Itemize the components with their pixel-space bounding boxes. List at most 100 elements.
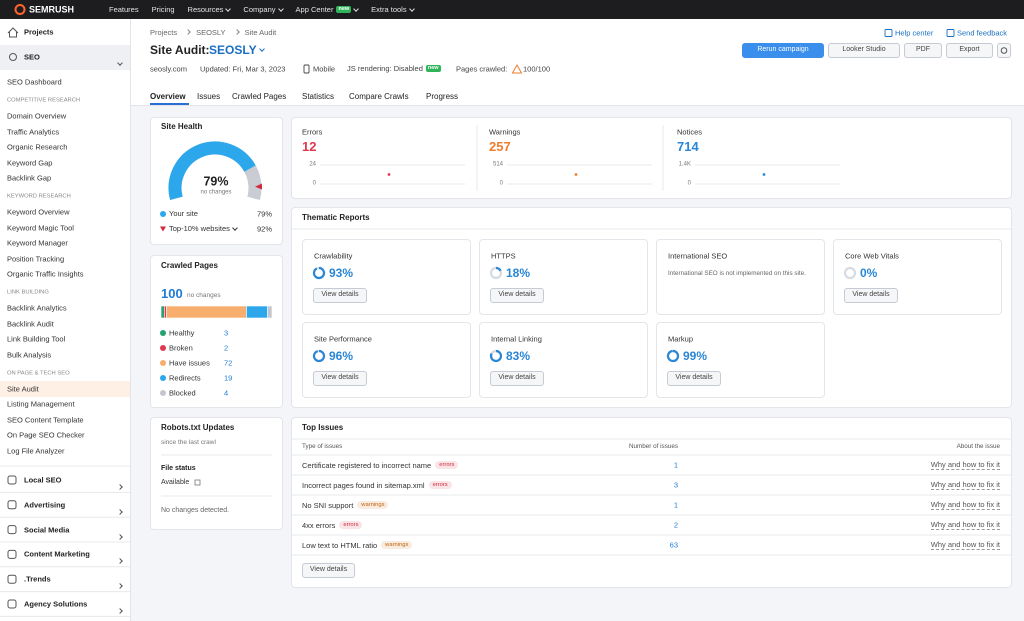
card-title: Top Issues — [302, 423, 344, 433]
view-details-button[interactable]: View details — [667, 371, 721, 386]
nav-item[interactable]: Features — [109, 5, 139, 14]
legend-value[interactable]: 72 — [224, 358, 233, 368]
nav-item[interactable]: Resources — [188, 5, 232, 14]
button-label: View details — [498, 374, 536, 382]
button-label: View details — [852, 291, 890, 299]
fix-link[interactable]: Why and how to fix it — [930, 460, 1000, 470]
report-tile[interactable] — [479, 239, 648, 315]
tab[interactable]: Issues — [197, 92, 221, 102]
report-tile[interactable] — [479, 322, 648, 398]
issue-count[interactable]: 2 — [673, 520, 678, 530]
tab[interactable]: Statistics — [302, 92, 335, 102]
project-name: SEOSLY — [209, 43, 257, 57]
header-link[interactable]: Help center — [895, 28, 934, 38]
card-subtitle: since the last crawl — [161, 439, 216, 447]
card-title: Thematic Reports — [302, 213, 370, 223]
sidebar-section[interactable]: Agency Solutions — [24, 599, 88, 609]
settings-button[interactable] — [997, 43, 1011, 58]
sidebar-item[interactable]: Keyword Manager — [7, 238, 68, 248]
top-nav — [0, 0, 1024, 19]
fix-link[interactable]: Why and how to fix it — [930, 540, 1000, 550]
chevron-wrap — [115, 527, 123, 546]
sidebar-item[interactable]: Position Tracking — [7, 254, 65, 263]
nav-badge: new — [336, 6, 352, 13]
sidebar-item[interactable]: Backlink Analytics — [7, 303, 67, 313]
fix-link[interactable]: Why and how to fix it — [930, 500, 1000, 510]
report-tile[interactable] — [833, 239, 1002, 315]
fix-link[interactable]: Why and how to fix it — [930, 520, 1000, 530]
tab[interactable]: Crawled Pages — [232, 92, 287, 102]
sidebar-item[interactable]: SEO Content Template — [7, 415, 84, 424]
column-header: Type of issues — [302, 443, 343, 451]
report-tile[interactable] — [656, 239, 825, 315]
legend-value[interactable]: 4 — [224, 388, 229, 398]
report-value: 99% — [683, 348, 708, 363]
breadcrumb[interactable]: SEOSLY — [196, 28, 226, 37]
crawled-total: 100 — [161, 286, 183, 302]
view-details-button[interactable]: View details — [490, 371, 544, 386]
sidebar-item[interactable]: Organic Research — [7, 142, 68, 152]
sidebar-section[interactable]: Local SEO — [24, 475, 62, 485]
report-tile[interactable] — [302, 239, 471, 315]
tab[interactable]: Progress — [426, 92, 459, 102]
header-button[interactable]: Export — [946, 43, 993, 58]
sidebar-item[interactable]: Keyword Magic Tool — [7, 223, 74, 232]
sidebar-item[interactable]: Keyword Gap — [7, 158, 53, 167]
sidebar-item[interactable]: Traffic Analytics — [7, 127, 60, 136]
sidebar-item[interactable]: Site Audit — [7, 384, 39, 393]
nav-item[interactable]: Pricing — [152, 5, 175, 14]
report-note: International SEO is not implemented on … — [668, 270, 806, 278]
tab[interactable]: Compare Crawls — [349, 92, 409, 102]
legend-value[interactable]: 19 — [224, 373, 233, 383]
view-details-button[interactable]: View details — [844, 288, 898, 303]
sidebar-item[interactable]: Backlink Gap — [7, 173, 52, 183]
issue-count[interactable]: 3 — [673, 480, 678, 490]
sidebar-section[interactable]: .Trends — [24, 574, 51, 584]
header-button[interactable]: Looker Studio — [828, 43, 900, 58]
sidebar-section[interactable]: Advertising — [24, 500, 66, 510]
issue-tag: errors — [428, 480, 452, 490]
header-link[interactable]: Send feedback — [957, 28, 1008, 38]
nav-item[interactable]: Extra tools — [371, 5, 415, 14]
view-details-button[interactable]: View details — [490, 288, 544, 303]
breadcrumb[interactable]: Projects — [150, 28, 178, 37]
issue-count[interactable]: 1 — [673, 460, 678, 470]
report-tile[interactable] — [656, 322, 825, 398]
header-button[interactable]: Rerun campaign — [742, 43, 824, 58]
nav-item[interactable]: App Center new — [296, 5, 360, 14]
issue-count[interactable]: 1 — [673, 500, 678, 510]
nav-item[interactable]: Company — [243, 5, 284, 14]
sidebar-item[interactable]: Link Building Tool — [7, 334, 66, 344]
view-details-button[interactable]: View details — [313, 288, 367, 303]
summary-value[interactable]: 257 — [489, 139, 511, 155]
issue-count[interactable]: 63 — [669, 540, 678, 550]
summary-value[interactable]: 12 — [302, 139, 317, 155]
sidebar-item[interactable]: Log File Analyzer — [7, 446, 65, 455]
report-value: 83% — [506, 348, 531, 363]
view-details-button[interactable]: View details — [313, 371, 367, 386]
y-tick-label: 0 — [687, 180, 691, 187]
tab[interactable]: Overview — [150, 92, 186, 102]
button-label: View details — [309, 566, 348, 574]
report-tile[interactable] — [302, 322, 471, 398]
sidebar-item[interactable]: On Page SEO Checker — [7, 430, 85, 440]
sidebar-item[interactable]: Keyword Overview — [7, 207, 70, 217]
sidebar-item[interactable]: Backlink Audit — [7, 319, 54, 328]
legend-label: Your site — [169, 209, 198, 218]
sidebar-item[interactable]: Domain Overview — [7, 111, 67, 121]
legend-value[interactable]: 2 — [224, 343, 229, 353]
view-details-button[interactable]: View details — [302, 563, 355, 578]
button-label: View details — [498, 291, 536, 299]
fix-link[interactable]: Why and how to fix it — [930, 480, 1000, 490]
header-button[interactable]: PDF — [904, 43, 942, 58]
legend-value[interactable]: 3 — [224, 328, 229, 338]
sidebar-item[interactable]: Organic Traffic Insights — [7, 269, 84, 279]
sidebar-section[interactable]: Social Media — [24, 525, 70, 535]
sidebar-item[interactable]: Bulk Analysis — [7, 350, 52, 359]
sidebar-section[interactable]: Content Marketing — [24, 549, 90, 559]
project-select[interactable]: SEOSLY — [209, 43, 265, 57]
active-tab-underline — [150, 103, 189, 105]
sidebar-item[interactable]: Listing Management — [7, 399, 75, 409]
summary-value[interactable]: 714 — [677, 139, 699, 155]
sidebar-item: SEO Dashboard — [7, 77, 62, 87]
